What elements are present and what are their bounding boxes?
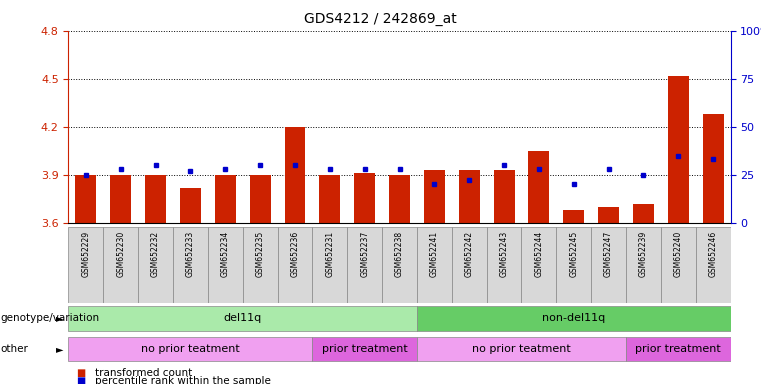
Text: GSM652243: GSM652243 xyxy=(499,230,508,276)
Bar xyxy=(347,227,382,303)
Bar xyxy=(424,170,445,223)
Text: percentile rank within the sample: percentile rank within the sample xyxy=(95,376,271,384)
Bar xyxy=(633,204,654,223)
Bar xyxy=(68,227,103,303)
Text: GSM652233: GSM652233 xyxy=(186,230,195,276)
Bar xyxy=(486,227,521,303)
Bar xyxy=(452,227,486,303)
Bar xyxy=(110,175,131,223)
Bar xyxy=(75,175,97,223)
Bar xyxy=(528,151,549,223)
Bar xyxy=(626,227,661,303)
Bar xyxy=(459,170,479,223)
Text: transformed count: transformed count xyxy=(95,368,193,378)
Bar xyxy=(696,227,731,303)
Bar xyxy=(208,227,243,303)
Bar xyxy=(494,170,514,223)
Text: del11q: del11q xyxy=(224,313,262,323)
Bar xyxy=(591,227,626,303)
Bar xyxy=(278,227,313,303)
Bar xyxy=(382,227,417,303)
Bar xyxy=(139,227,173,303)
Bar xyxy=(103,227,139,303)
Bar xyxy=(626,337,731,361)
Text: GSM652244: GSM652244 xyxy=(534,230,543,276)
Bar xyxy=(702,114,724,223)
Bar xyxy=(68,306,417,331)
Text: prior treatment: prior treatment xyxy=(322,344,408,354)
Text: other: other xyxy=(1,344,29,354)
Text: GSM652230: GSM652230 xyxy=(116,230,126,276)
Text: no prior teatment: no prior teatment xyxy=(472,344,571,354)
Bar xyxy=(417,227,452,303)
Bar xyxy=(389,175,410,223)
Text: GDS4212 / 242869_at: GDS4212 / 242869_at xyxy=(304,12,457,25)
Text: GSM652240: GSM652240 xyxy=(673,230,683,276)
Text: GSM652247: GSM652247 xyxy=(604,230,613,276)
Text: GSM652245: GSM652245 xyxy=(569,230,578,276)
Text: non-del11q: non-del11q xyxy=(542,313,606,323)
Bar xyxy=(250,175,271,223)
Text: ►: ► xyxy=(56,344,63,354)
Text: GSM652234: GSM652234 xyxy=(221,230,230,276)
Text: ■: ■ xyxy=(76,376,85,384)
Bar xyxy=(417,306,731,331)
Text: GSM652231: GSM652231 xyxy=(326,230,334,276)
Bar xyxy=(417,337,626,361)
Text: GSM652237: GSM652237 xyxy=(360,230,369,276)
Bar xyxy=(173,227,208,303)
Text: GSM652238: GSM652238 xyxy=(395,230,404,276)
Bar xyxy=(661,227,696,303)
Text: GSM652242: GSM652242 xyxy=(465,230,473,276)
Bar xyxy=(145,175,166,223)
Text: GSM652239: GSM652239 xyxy=(639,230,648,276)
Bar xyxy=(668,76,689,223)
Text: GSM652241: GSM652241 xyxy=(430,230,439,276)
Text: prior treatment: prior treatment xyxy=(635,344,721,354)
Text: ►: ► xyxy=(56,313,63,323)
Bar xyxy=(180,187,201,223)
Bar xyxy=(68,337,313,361)
Bar xyxy=(354,173,375,223)
Bar xyxy=(556,227,591,303)
Text: no prior teatment: no prior teatment xyxy=(141,344,240,354)
Text: GSM652232: GSM652232 xyxy=(151,230,160,276)
Bar xyxy=(243,227,278,303)
Bar xyxy=(313,337,417,361)
Bar xyxy=(598,207,619,223)
Bar xyxy=(563,210,584,223)
Text: ■: ■ xyxy=(76,368,85,378)
Text: GSM652235: GSM652235 xyxy=(256,230,265,276)
Bar xyxy=(215,175,236,223)
Text: GSM652246: GSM652246 xyxy=(708,230,718,276)
Bar xyxy=(285,127,305,223)
Bar xyxy=(313,227,347,303)
Text: GSM652229: GSM652229 xyxy=(81,230,91,276)
Text: GSM652236: GSM652236 xyxy=(291,230,300,276)
Bar xyxy=(521,227,556,303)
Text: genotype/variation: genotype/variation xyxy=(1,313,100,323)
Bar xyxy=(320,175,340,223)
